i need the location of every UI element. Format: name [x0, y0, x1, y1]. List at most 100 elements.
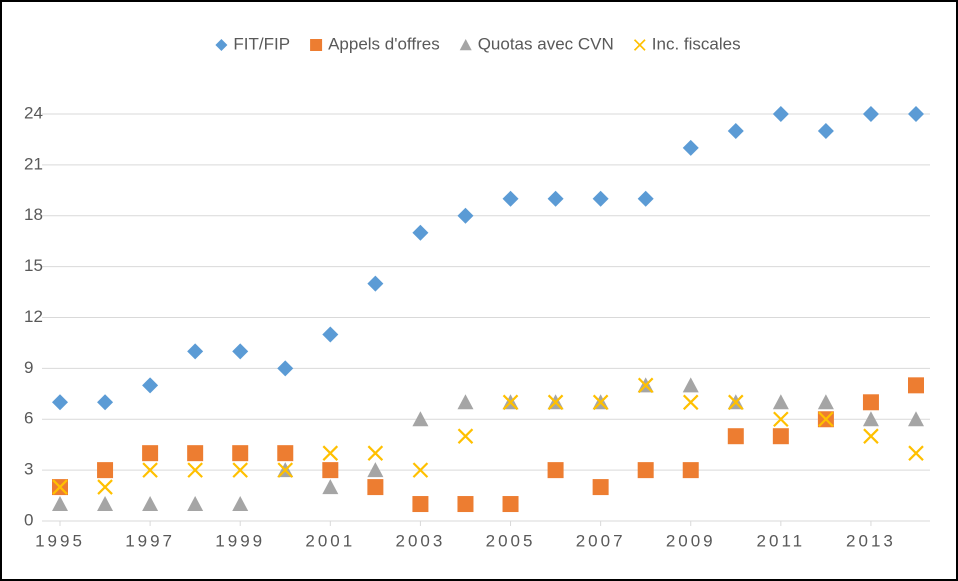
x-tick-label: 2007	[576, 531, 626, 550]
point	[277, 462, 294, 478]
x-tick-label: 1997	[125, 531, 175, 550]
point	[908, 411, 924, 427]
legend-label: Appels d'offres	[328, 34, 440, 53]
point	[592, 190, 609, 207]
point	[817, 394, 834, 410]
y-tick-label: 3	[24, 460, 33, 479]
point	[727, 428, 744, 445]
point	[277, 445, 294, 462]
point	[818, 411, 834, 428]
legend-marker	[459, 39, 472, 51]
point	[367, 445, 384, 461]
point	[367, 479, 384, 496]
y-tick-label: 18	[24, 205, 43, 224]
point	[367, 462, 384, 478]
x-tick-label: 1995	[35, 531, 85, 550]
legend-marker	[215, 39, 228, 51]
point	[52, 496, 68, 512]
point	[637, 190, 654, 207]
point	[728, 394, 744, 411]
point	[817, 122, 834, 139]
point	[277, 360, 294, 377]
y-tick-label: 12	[24, 307, 43, 326]
point	[773, 411, 789, 428]
point	[592, 479, 609, 496]
point	[908, 377, 924, 394]
point	[322, 445, 339, 461]
point	[637, 377, 654, 394]
point	[592, 394, 609, 411]
x-tick-label: 2003	[396, 531, 446, 550]
y-tick-label: 9	[24, 358, 33, 377]
point	[142, 462, 158, 478]
x-tick-label: 2011	[757, 531, 806, 550]
point	[97, 394, 114, 411]
point	[457, 428, 474, 444]
x-tick-label: 2001	[305, 531, 355, 550]
legend-marker	[633, 39, 646, 51]
point	[727, 122, 744, 139]
point	[457, 394, 474, 410]
point	[187, 462, 203, 478]
point	[322, 479, 339, 495]
y-tick-label: 6	[24, 409, 33, 428]
point	[862, 411, 879, 427]
point	[232, 343, 249, 360]
point	[142, 377, 159, 394]
point	[502, 190, 519, 207]
y-tick-label: 0	[24, 510, 33, 529]
point	[547, 462, 564, 479]
point	[322, 462, 339, 479]
point	[547, 394, 564, 411]
point	[863, 428, 879, 444]
legend-label: Inc. fiscales	[652, 34, 741, 53]
point	[908, 106, 924, 122]
legend-marker	[310, 39, 323, 51]
point	[142, 445, 159, 462]
point	[772, 428, 789, 445]
point	[97, 462, 114, 479]
point	[682, 462, 699, 479]
point	[547, 190, 564, 207]
point	[412, 411, 429, 427]
point	[862, 106, 879, 122]
point	[682, 139, 699, 156]
point	[637, 462, 654, 479]
point	[52, 394, 68, 411]
point	[187, 445, 204, 462]
legend-label: FIT/FIP	[233, 34, 290, 53]
point	[187, 343, 204, 360]
point	[97, 479, 113, 495]
point	[682, 377, 699, 393]
point	[412, 496, 429, 513]
point	[457, 207, 474, 224]
x-tick-label: 2013	[846, 531, 896, 550]
point	[97, 496, 114, 512]
point	[142, 496, 159, 512]
point	[772, 394, 789, 410]
y-tick-label: 21	[24, 154, 43, 173]
point	[322, 326, 339, 343]
point	[412, 462, 429, 478]
point	[862, 394, 879, 411]
x-tick-label: 2009	[666, 531, 716, 550]
point	[52, 479, 68, 495]
point	[772, 106, 789, 122]
legend-label: Quotas avec CVN	[478, 34, 614, 53]
x-tick-label: 1999	[215, 531, 265, 550]
point	[457, 496, 474, 513]
point	[187, 496, 204, 512]
point	[232, 445, 249, 462]
y-tick-label: 15	[24, 256, 43, 275]
point	[367, 275, 384, 292]
point	[682, 394, 699, 411]
point	[232, 496, 249, 512]
point	[502, 394, 519, 411]
point	[412, 224, 429, 241]
y-tick-label: 24	[24, 103, 43, 122]
point	[908, 445, 924, 461]
point	[502, 496, 519, 513]
